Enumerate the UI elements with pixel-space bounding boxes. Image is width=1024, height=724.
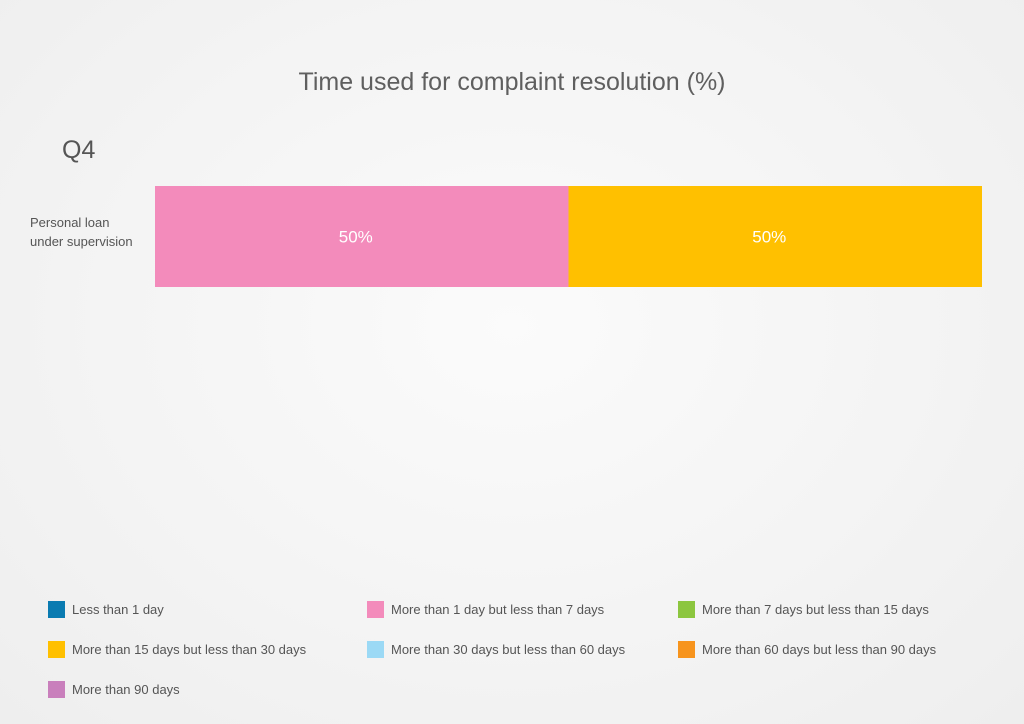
data-label-1: 50%: [339, 228, 373, 247]
chart-title: Time used for complaint resolution (%): [298, 68, 726, 96]
period-label: Q4: [62, 136, 96, 164]
category-label-line-1: Personal loan: [30, 215, 110, 230]
bar-segment-3: [568, 186, 982, 287]
category-label-line-2: under supervision: [30, 234, 133, 249]
data-label-3: 50%: [752, 228, 786, 247]
category-label: Personal loan under supervision: [30, 213, 150, 251]
bar-segment-1: [155, 186, 569, 287]
